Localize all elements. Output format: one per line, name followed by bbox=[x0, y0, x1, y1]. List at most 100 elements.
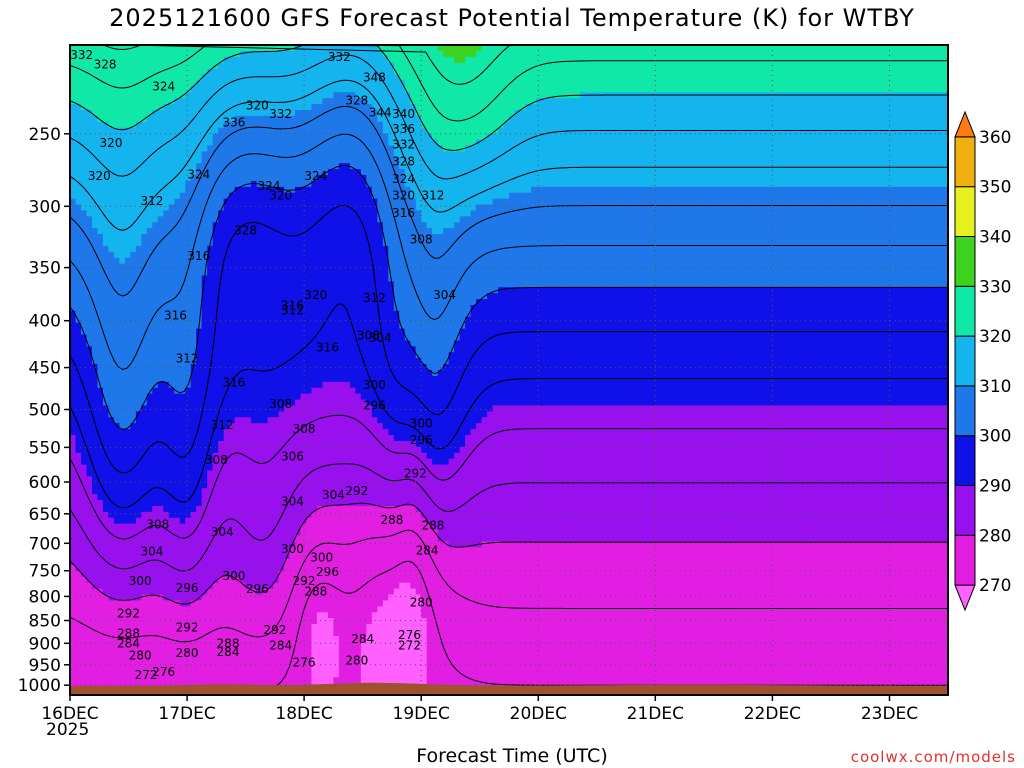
contour-label: 284 bbox=[217, 645, 240, 659]
contour-label: 348 bbox=[363, 70, 386, 84]
y-tick-label: 950 bbox=[29, 656, 61, 676]
y-tick-label: 250 bbox=[29, 125, 61, 145]
contour-label: 276 bbox=[293, 655, 316, 669]
colorbar-tick-label: 270 bbox=[979, 576, 1011, 596]
contour-label: 288 bbox=[421, 518, 444, 532]
y-tick-label: 400 bbox=[29, 312, 61, 332]
contour-labels: 3323283243203203203123363323243243203283… bbox=[70, 48, 456, 682]
colorbar-tick-label: 330 bbox=[979, 277, 1011, 297]
contour-label: 312 bbox=[421, 189, 444, 203]
contour-label: 292 bbox=[293, 574, 316, 588]
x-tick-label: 18DEC bbox=[275, 704, 332, 724]
x-tick-label: 17DEC bbox=[158, 704, 215, 724]
contour-label: 336 bbox=[222, 116, 245, 130]
contour-label: 280 bbox=[129, 649, 152, 663]
contour-label: 284 bbox=[269, 639, 292, 653]
contour-label: 276 bbox=[152, 665, 175, 679]
contour-line bbox=[70, 133, 948, 371]
chart-title: 2025121600 GFS Forecast Potential Temper… bbox=[109, 4, 915, 32]
colorbar-tick-label: 280 bbox=[979, 526, 1011, 546]
contour-label: 288 bbox=[304, 584, 327, 598]
colorbar-segment bbox=[954, 485, 976, 536]
contour-label: 316 bbox=[316, 341, 339, 355]
contour-label: 292 bbox=[176, 621, 199, 635]
contour-label: 280 bbox=[345, 654, 368, 668]
contour-label: 280 bbox=[176, 646, 199, 660]
contour-line bbox=[104, 45, 510, 85]
contour-label: 332 bbox=[392, 138, 415, 152]
year-label: 2025 bbox=[46, 720, 90, 740]
contour-label: 344 bbox=[369, 106, 392, 120]
contour-label: 312 bbox=[176, 352, 199, 366]
y-tick-label: 850 bbox=[29, 612, 61, 632]
contour-line bbox=[70, 529, 948, 643]
contour-label: 296 bbox=[246, 582, 269, 596]
contour-label: 304 bbox=[281, 494, 304, 508]
contour-label: 308 bbox=[205, 453, 228, 467]
contour-label: 320 bbox=[304, 288, 327, 302]
contour-label: 324 bbox=[258, 179, 281, 193]
contour-label: 316 bbox=[187, 249, 210, 263]
source-credit: coolwx.com/models bbox=[850, 748, 1016, 766]
contour-label: 308 bbox=[146, 518, 169, 532]
colorbar-cap-top bbox=[954, 110, 976, 138]
x-axis-label: Forecast Time (UTC) bbox=[416, 745, 608, 767]
contour-label: 300 bbox=[129, 574, 152, 588]
colorbar-segment bbox=[954, 236, 976, 287]
x-tick-label: 22DEC bbox=[744, 704, 801, 724]
contour-line bbox=[70, 54, 948, 180]
contour-label: 328 bbox=[94, 57, 117, 71]
colorbar-tick-label: 360 bbox=[979, 128, 1011, 148]
contour-label: 296 bbox=[176, 581, 199, 595]
contour-line bbox=[70, 165, 948, 430]
colorbar-tick-label: 320 bbox=[979, 327, 1011, 347]
contour-label: 288 bbox=[380, 513, 403, 527]
contour-line bbox=[70, 463, 948, 572]
colorbar-tick-label: 300 bbox=[979, 427, 1011, 447]
y-tick-label: 900 bbox=[29, 634, 61, 654]
contour-label: 300 bbox=[281, 542, 304, 556]
contour-label: 292 bbox=[263, 623, 286, 637]
contour-label: 272 bbox=[398, 639, 421, 653]
contour-label: 312 bbox=[140, 194, 163, 208]
contour-label: 340 bbox=[392, 107, 415, 121]
contour-label: 280 bbox=[410, 595, 433, 609]
contour-label: 312 bbox=[211, 418, 234, 432]
x-tick-label: 20DEC bbox=[510, 704, 567, 724]
colorbar-segment bbox=[954, 186, 976, 237]
contour-label: 292 bbox=[404, 466, 427, 480]
contour-label: 312 bbox=[363, 291, 386, 305]
y-tick-label: 650 bbox=[29, 505, 61, 525]
contour-label: 306 bbox=[281, 450, 304, 464]
contour-label: 324 bbox=[152, 80, 175, 94]
y-tick-label: 300 bbox=[29, 197, 61, 217]
contour-line bbox=[70, 414, 948, 540]
contour-label: 316 bbox=[164, 309, 187, 323]
contour-label: 304 bbox=[211, 525, 234, 539]
contour-label: 300 bbox=[222, 569, 245, 583]
y-tick-label: 800 bbox=[29, 587, 61, 607]
contour-label: 316 bbox=[392, 206, 415, 220]
contour-line bbox=[70, 105, 948, 297]
terrain bbox=[70, 682, 948, 695]
contour-label: 332 bbox=[269, 107, 292, 121]
contour-line bbox=[70, 303, 948, 509]
x-tick-label: 23DEC bbox=[861, 704, 918, 724]
contour-label: 308 bbox=[410, 232, 433, 246]
x-tick-label: 16DEC bbox=[41, 704, 98, 724]
contour-label: 320 bbox=[100, 136, 123, 150]
y-tick-label: 550 bbox=[29, 438, 61, 458]
contour-label: 276 bbox=[398, 628, 421, 642]
colorbar-tick-label: 310 bbox=[979, 377, 1011, 397]
colorbar-cap-bottom bbox=[954, 584, 976, 612]
y-tick-label: 700 bbox=[29, 534, 61, 554]
contour-label: 296 bbox=[316, 565, 339, 579]
contour-label: 320 bbox=[246, 99, 269, 113]
contour-label: 304 bbox=[322, 488, 345, 502]
contour-label: 320 bbox=[88, 169, 111, 183]
contour-lines bbox=[70, 45, 948, 695]
contour-label: 304 bbox=[433, 288, 456, 302]
contour-label: 308 bbox=[293, 422, 316, 436]
contour-label: 284 bbox=[351, 632, 374, 646]
